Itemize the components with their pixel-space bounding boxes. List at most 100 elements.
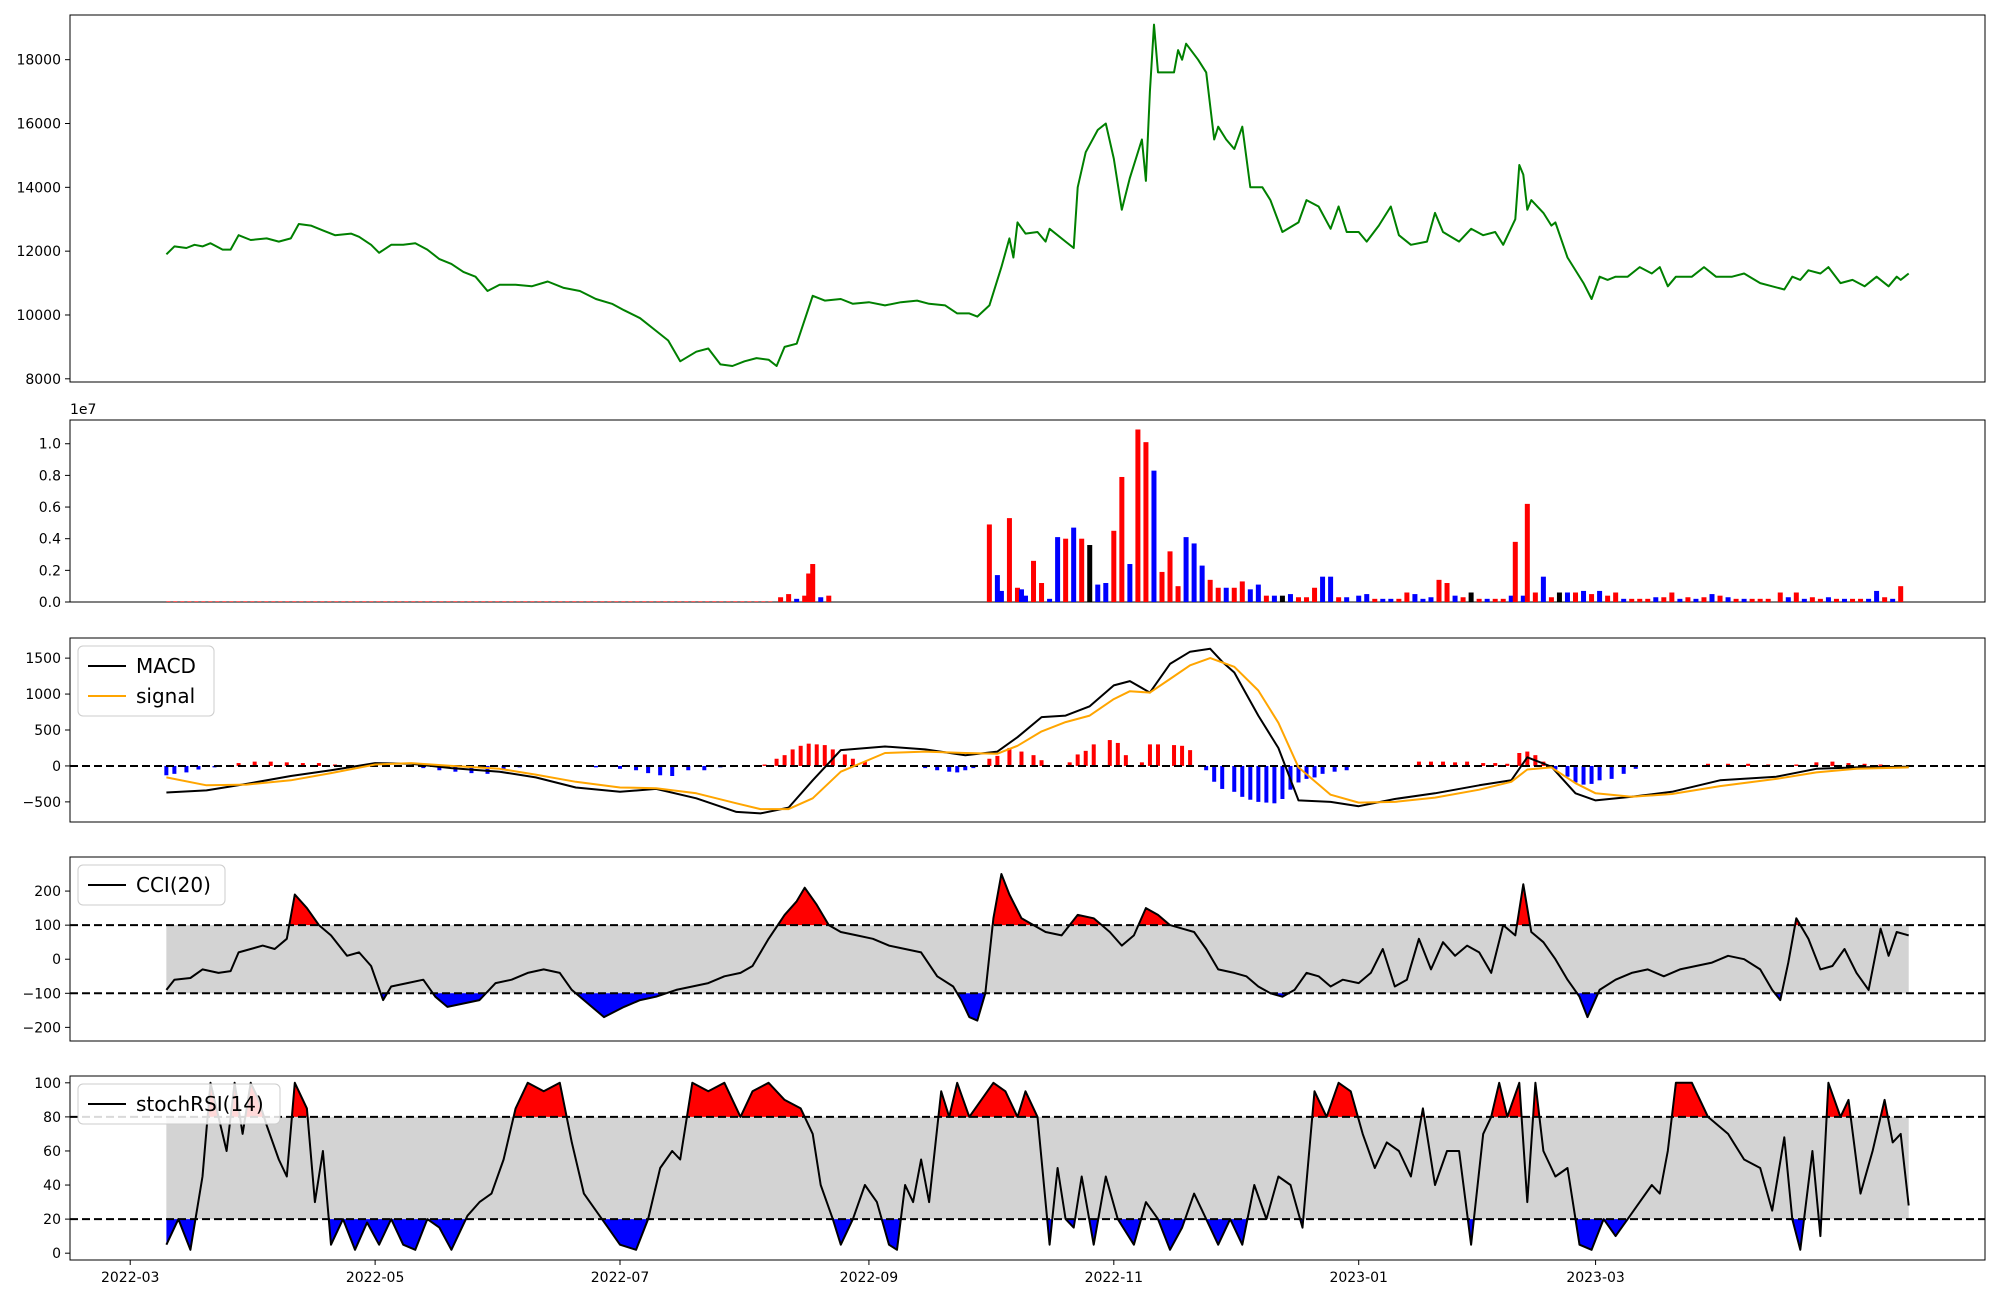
volume-bar: [1801, 598, 1807, 602]
macd-histogram-bar: [947, 765, 952, 772]
volume-bar: [1039, 583, 1045, 602]
volume-bar: [1388, 598, 1394, 602]
volume-frame: [69, 419, 1986, 603]
volume-bar: [390, 601, 395, 602]
x-tick-label: 2023-01: [1329, 1270, 1388, 1286]
volume-bar: [509, 601, 514, 602]
volume-bar: [425, 601, 430, 602]
y-tick-label: −200: [23, 1020, 61, 1036]
volume-bar: [1127, 564, 1133, 602]
y-tick-label: 0.6: [39, 500, 61, 516]
macd-histogram-bar: [1344, 765, 1349, 771]
macd-histogram-bar: [1220, 765, 1225, 789]
macd-histogram-bar: [1830, 761, 1835, 766]
volume-bar: [670, 601, 675, 602]
volume-bar: [786, 594, 792, 602]
macd-histogram-bar: [1453, 762, 1458, 766]
volume-bar: [1556, 592, 1562, 602]
volume-bar: [806, 573, 812, 602]
stochrsi-axes: 0 20 40 60 80 100: [34, 1075, 1986, 1262]
macd-histogram-bar: [1107, 740, 1112, 766]
volume-bar: [1749, 598, 1755, 602]
volume-bar: [1841, 598, 1847, 602]
volume-bar: [579, 601, 584, 602]
volume-bar: [1693, 598, 1699, 602]
macd-histogram-bar: [1705, 763, 1710, 766]
macd-histogram-bar: [252, 761, 257, 766]
macd-histogram-bar: [782, 755, 787, 766]
volume-bar: [1111, 530, 1117, 602]
macd-histogram-bar: [1123, 755, 1128, 766]
volume-bar: [1167, 551, 1173, 602]
signal-line: [166, 657, 1909, 811]
volume-bar: [1287, 594, 1293, 602]
macd-histogram-bar: [1589, 765, 1594, 784]
volume-bar: [1653, 597, 1659, 602]
volume-bar: [1741, 598, 1747, 602]
legend-label: MACD: [136, 654, 196, 678]
y-tick-label: 12000: [16, 244, 61, 260]
volume-bar: [299, 601, 304, 602]
volume-bar: [1785, 597, 1791, 602]
volume-bar: [278, 601, 283, 602]
macd-histogram-bar: [1256, 765, 1261, 802]
overbought-fill: [1516, 884, 1531, 926]
y-tick-label: 0.2: [39, 563, 61, 579]
volume-bar: [733, 601, 738, 602]
overbought-fill: [289, 894, 319, 926]
volume-bar: [1685, 597, 1691, 602]
volume-bar: [1492, 598, 1498, 602]
volume-bar: [523, 601, 528, 602]
macd-histogram-bar: [1264, 765, 1269, 803]
volume-bar: [810, 564, 816, 602]
volume-bar: [173, 601, 178, 602]
macd-histogram-bar: [670, 765, 675, 776]
macd-histogram-bar: [300, 763, 305, 766]
legend-label: stochRSI(14): [136, 1092, 264, 1116]
macd-histogram-bar: [1493, 763, 1498, 766]
volume-bar: [1047, 598, 1053, 602]
macd-histogram-bar: [1320, 765, 1325, 774]
neutral-band: [166, 1116, 1909, 1220]
volume-bar: [998, 590, 1004, 602]
volume-bar: [1661, 597, 1667, 602]
macd-histogram-bar: [1416, 761, 1421, 766]
volume-bar: [621, 601, 626, 602]
volume-bar: [705, 601, 710, 602]
macd-histogram-bar: [618, 765, 623, 769]
macd-histogram-bar: [963, 765, 968, 771]
macd-histogram-bar: [1248, 765, 1253, 800]
macd-histogram-bar: [1814, 762, 1819, 766]
stochrsi-frame: [69, 1075, 1986, 1261]
volume-bar: [215, 601, 220, 602]
macd-histogram-bar: [971, 765, 976, 769]
macd-histogram-bar: [798, 745, 803, 766]
volume-bar: [544, 601, 549, 602]
volume-bar: [1159, 571, 1165, 602]
volume-bar: [1777, 592, 1783, 602]
macd-histogram-bar: [1481, 763, 1486, 766]
y-tick-label: 10000: [16, 308, 61, 324]
x-tick-label: 2022-05: [346, 1270, 405, 1286]
legend-box: [77, 645, 215, 717]
volume-bar: [348, 601, 353, 602]
volume-bar: [355, 601, 360, 602]
volume-bar: [1239, 581, 1245, 602]
y-tick-label: 8000: [25, 372, 61, 388]
volume-bar: [1412, 594, 1418, 602]
volume-bar: [1014, 587, 1020, 602]
macd-histogram-bar: [1794, 764, 1799, 766]
volume-bar: [1757, 598, 1763, 602]
volume-bar: [362, 601, 367, 602]
oversold-fill: [832, 1219, 853, 1245]
macd-histogram-bar: [268, 761, 273, 766]
volume-bar: [418, 601, 423, 602]
macd-histogram-bar: [437, 765, 442, 771]
overbought-fill: [777, 887, 829, 926]
volume-bar: [1207, 579, 1213, 602]
volume-bar: [1524, 503, 1530, 602]
volume-bar: [1396, 598, 1402, 602]
volume-bar: [1452, 595, 1458, 602]
